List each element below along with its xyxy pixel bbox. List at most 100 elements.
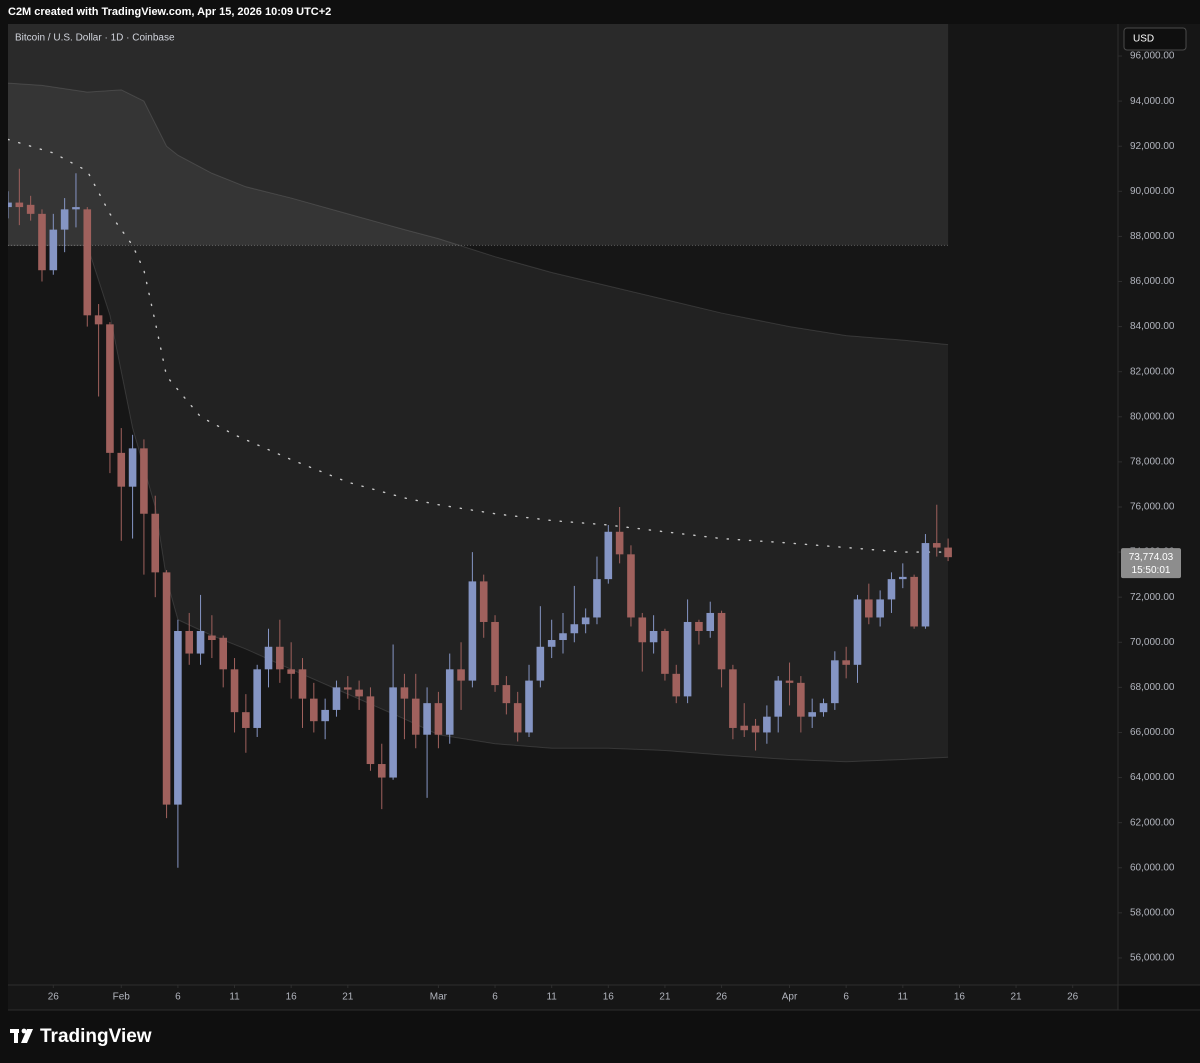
candle-body [627,554,635,618]
candle-body [513,703,522,733]
candle-body [898,576,907,580]
chart-pane [8,24,1118,985]
y-tick-label: 72,000.00 [1130,592,1175,603]
price-axis [1118,24,1200,985]
x-tick-label: 6 [492,992,498,1003]
candle-body [106,324,114,453]
candle-body [332,687,341,710]
candle-body [695,621,703,631]
y-tick-label: 96,000.00 [1130,51,1175,62]
candle-body [264,646,273,670]
candle-body [547,640,556,647]
x-tick-label: 6 [175,992,181,1003]
y-tick-label: 90,000.00 [1130,186,1175,197]
symbol-title: Bitcoin / U.S. Dollar · 1D · Coinbase [15,33,175,44]
candle-body [751,725,760,733]
candle-body [581,617,590,625]
x-tick-label: 16 [603,992,615,1003]
candle-body [649,630,658,643]
x-tick-label: 21 [659,992,671,1003]
candle-body [298,669,307,699]
candle-body [457,669,465,681]
candle-body [321,709,329,722]
candle-body [117,452,126,487]
y-tick-label: 82,000.00 [1130,366,1175,377]
candle-body [253,669,261,728]
x-tick-label: Apr [782,992,798,1003]
candle-body [797,682,805,717]
candle-body [865,599,873,618]
x-tick-label: 21 [342,992,354,1003]
candle-body [536,646,545,681]
candle-body [910,576,918,627]
candle-body [683,621,692,697]
candle-body [831,660,839,704]
candle-body [672,673,681,697]
candle-body [366,696,375,765]
candle-body [219,637,228,670]
candle-body [729,669,737,728]
candle-body [174,630,182,805]
candle-body [615,531,624,555]
candle-body [15,202,24,208]
x-tick-label: 6 [843,992,849,1003]
candle-body [604,531,613,580]
time-axis [8,985,1118,1010]
x-tick-label: 26 [716,992,728,1003]
x-tick-label: 11 [546,992,557,1003]
candle-body [661,630,669,674]
candle-body [310,698,318,722]
candle-body [502,685,511,704]
candle-body [740,725,749,731]
candle-body [479,581,488,622]
candle-body [343,687,352,690]
x-tick-label: Feb [113,992,131,1003]
range-box [8,24,949,246]
currency-label[interactable]: USD [1133,34,1154,45]
candle-body [593,579,601,618]
candle-body [196,630,205,654]
candle-body [491,621,499,686]
countdown: 15:50:01 [1132,565,1171,576]
candle-body [559,633,567,641]
candle-body [932,543,941,548]
y-tick-label: 56,000.00 [1130,953,1175,964]
candle-body [570,624,579,634]
candle-body [26,204,35,214]
y-tick-label: 76,000.00 [1130,502,1175,513]
candle-body [819,703,828,713]
y-tick-label: 70,000.00 [1130,637,1175,648]
candle-body [389,687,397,778]
candle-body [128,448,137,487]
candle-body [525,680,533,733]
candle-body [434,703,443,735]
candle-body [400,687,409,699]
candle-body [763,716,771,733]
candle-body [140,448,148,514]
y-tick-label: 78,000.00 [1130,457,1175,468]
y-tick-label: 84,000.00 [1130,321,1175,332]
brand-name: TradingView [40,1026,152,1047]
y-tick-label: 60,000.00 [1130,862,1175,873]
candle-body [377,764,386,778]
y-tick-label: 62,000.00 [1130,817,1175,828]
currency-button[interactable] [1123,27,1187,51]
candle-body [287,669,295,674]
last-price-box [1121,548,1181,579]
candle-body [785,680,794,683]
plot [8,24,952,868]
upper-band [8,82,949,346]
candle-body [8,202,12,208]
brand-logo [10,1028,33,1043]
candle-body [72,207,80,210]
y-tick-label: 64,000.00 [1130,772,1175,783]
candle-body [876,599,884,618]
x-tick-label: Mar [430,992,448,1003]
y-tick-label: 88,000.00 [1130,231,1175,242]
y-tick-label: 80,000.00 [1130,411,1175,422]
candle-body [355,689,363,697]
candle-body [717,612,726,670]
candle-body [94,315,103,325]
x-tick-label: 21 [1010,992,1022,1003]
candle-body [638,617,647,643]
